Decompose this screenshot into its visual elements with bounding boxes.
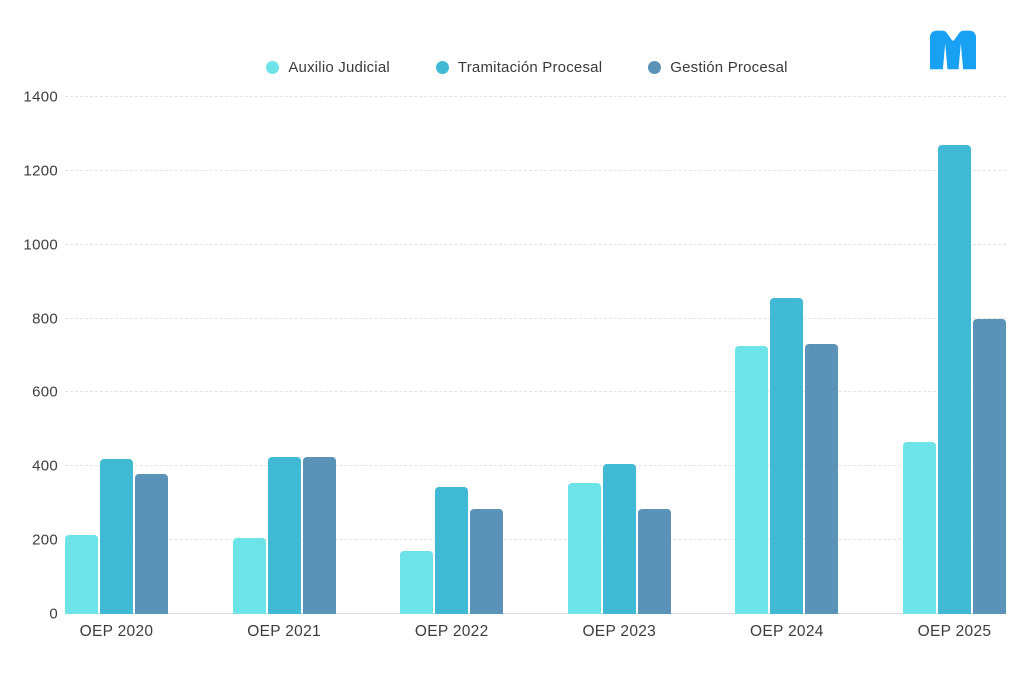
- gridlines: [65, 96, 1006, 614]
- bar-auxilio-judicial-oep-2024: [735, 346, 769, 614]
- y-tick-label-1000: 1000: [23, 236, 58, 254]
- y-tick-label-800: 800: [32, 310, 58, 328]
- legend: Auxilio Judicial Tramitación Procesal Gest…: [30, 59, 1024, 76]
- gridline-0: [65, 613, 1006, 614]
- bar-tramitaci-n-procesal-oep-2020: [100, 458, 133, 614]
- y-tick-label-1400: 1400: [23, 88, 58, 106]
- bar-gesti-n-procesal-oep-2025: [972, 318, 1006, 614]
- legend-item-auxilio-judicial: Auxilio Judicial: [266, 59, 390, 76]
- brand-m-logo: [930, 30, 976, 70]
- bar-tramitaci-n-procesal-oep-2024: [770, 298, 804, 614]
- x-axis-label-oep-2022: OEP 2022: [414, 623, 489, 640]
- bar-gesti-n-procesal-oep-2021: [302, 457, 336, 614]
- gridline-800: [65, 317, 1006, 319]
- bar-group-oep-2020: OEP 2020: [65, 97, 168, 640]
- y-tick-label-400: 400: [32, 457, 58, 475]
- gridline-1000: [65, 243, 1006, 245]
- y-tick-label-200: 200: [32, 531, 58, 549]
- gridline-200: [65, 539, 1006, 541]
- bar-group-oep-2024: OEP 2024: [735, 97, 839, 640]
- bar-auxilio-judicial-oep-2020: [65, 534, 98, 614]
- x-axis-label-oep-2023: OEP 2023: [582, 623, 657, 640]
- x-axis-label-oep-2020: OEP 2020: [79, 623, 154, 640]
- bar-gesti-n-procesal-oep-2023: [637, 508, 671, 614]
- y-axis-labels: 0 200 400 600 800 1000 1200 1400: [0, 89, 58, 623]
- legend-item-gesti-n-procesal: Gestión Procesal: [648, 59, 787, 76]
- gridline-400: [65, 465, 1006, 467]
- bar-auxilio-judicial-oep-2023: [567, 482, 601, 614]
- bar-group-oep-2021: OEP 2021: [232, 97, 336, 640]
- bar-auxilio-judicial-oep-2022: [400, 551, 434, 614]
- legend-label: Gestión Procesal: [670, 59, 788, 76]
- legend-swatch-icon: [435, 61, 449, 74]
- bar-groups: OEP 2020 OEP 2021 OEP 2022 OEP 2023 OEP 2024…: [65, 97, 1006, 640]
- legend-label: Tramitación Procesal: [457, 59, 603, 76]
- bar-auxilio-judicial-oep-2021: [232, 538, 266, 614]
- y-tick-label-600: 600: [32, 383, 58, 401]
- legend-label: Auxilio Judicial: [288, 59, 390, 76]
- bar-group-oep-2025: OEP 2025: [902, 97, 1006, 640]
- gridline-600: [65, 391, 1006, 393]
- bar-tramitaci-n-procesal-oep-2022: [435, 486, 469, 614]
- x-axis-label-oep-2025: OEP 2025: [917, 623, 992, 640]
- x-axis-label-oep-2024: OEP 2024: [750, 623, 824, 640]
- y-tick-label-0: 0: [49, 605, 58, 623]
- gridline-1400: [65, 96, 1006, 97]
- bar-tramitaci-n-procesal-oep-2021: [267, 457, 301, 614]
- bar-group-oep-2022: OEP 2022: [400, 97, 504, 640]
- plot-area: OEP 2020 OEP 2021 OEP 2022 OEP 2023 OEP 2024…: [65, 96, 1006, 640]
- bar-tramitaci-n-procesal-oep-2023: [602, 464, 636, 614]
- bar-auxilio-judicial-oep-2025: [902, 442, 936, 614]
- legend-swatch-icon: [648, 61, 662, 74]
- bar-group-oep-2023: OEP 2023: [567, 97, 671, 640]
- x-axis-label-oep-2021: OEP 2021: [247, 623, 321, 640]
- bar-tramitaci-n-procesal-oep-2025: [937, 145, 971, 614]
- y-tick-label-1200: 1200: [23, 162, 58, 180]
- bar-gesti-n-procesal-oep-2022: [470, 508, 504, 614]
- bar-gesti-n-procesal-oep-2024: [805, 344, 839, 614]
- legend-swatch-icon: [266, 61, 280, 74]
- gridline-1200: [65, 169, 1006, 171]
- m-logo-glyph: [930, 30, 976, 70]
- legend-item-tramitaci-n-procesal: Tramitación Procesal: [435, 59, 603, 76]
- bar-gesti-n-procesal-oep-2020: [135, 473, 168, 614]
